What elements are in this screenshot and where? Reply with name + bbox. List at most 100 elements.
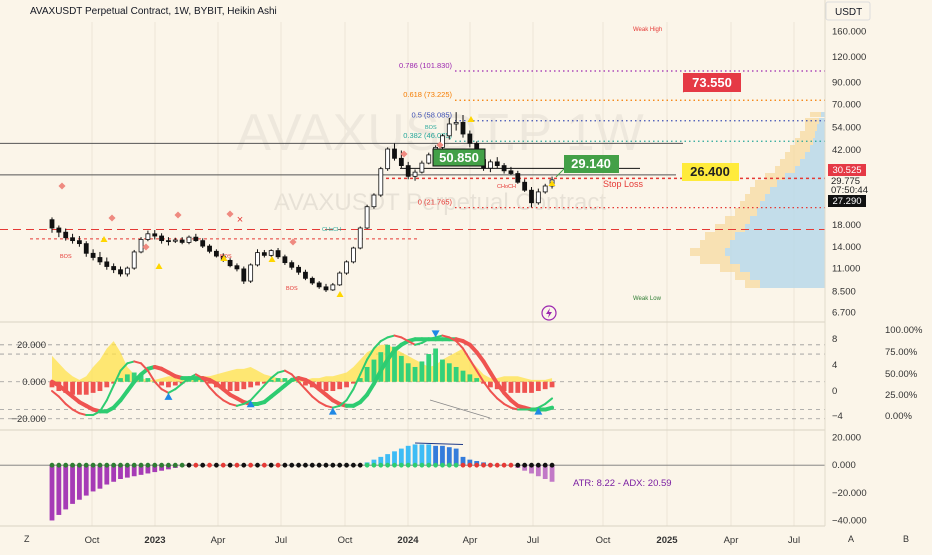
osc2-squeeze-dot <box>371 462 377 468</box>
osc2-squeeze-dot <box>275 462 281 468</box>
osc1-right-axis-label: 100.00% <box>885 325 923 336</box>
osc2-bar <box>412 444 418 466</box>
osc2-axis-label: 20.000 <box>832 433 861 444</box>
osc2-squeeze-dot <box>542 462 548 468</box>
osc1-left-axis-label: 0.000 <box>22 377 46 388</box>
osc1-hist-bar <box>227 381 233 392</box>
osc1-slow-wave <box>488 370 500 386</box>
candle <box>145 233 151 240</box>
osc1-fast-wave <box>277 369 286 374</box>
candle <box>207 245 212 252</box>
candle <box>535 191 541 204</box>
osc1-fast-wave <box>263 377 273 387</box>
osc2-squeeze-dot <box>83 462 89 468</box>
osc1-hist-bar <box>529 381 534 393</box>
volume-profile-bar-sell <box>780 159 800 166</box>
candle <box>124 267 130 275</box>
osc1-fast-wave <box>311 395 321 404</box>
osc1-hist-bar <box>220 381 226 390</box>
osc1-hist-bar <box>357 378 363 382</box>
fib-label: 0.382 (46.075) <box>403 131 452 140</box>
osc1-hist-bar <box>70 381 75 395</box>
time-axis-label: Oct <box>85 535 100 546</box>
osc1-hist-bar <box>282 378 288 382</box>
osc1-right-axis-label: 75.00% <box>885 347 918 358</box>
candle <box>501 165 507 172</box>
volume-profile-bar-buy <box>745 224 825 232</box>
time-axis-label: Apr <box>724 535 739 546</box>
lightning-icon[interactable] <box>541 305 557 321</box>
osc1-hist-bar <box>316 381 322 390</box>
candle <box>261 252 267 256</box>
price-axis-label: 42.000 <box>832 145 861 156</box>
volume-profile-bar-buy <box>735 232 825 240</box>
osc1-fast-wave <box>325 404 334 409</box>
osc1-fast-wave <box>174 382 184 391</box>
osc1-slow-wave <box>371 368 383 386</box>
osc2-bar <box>440 445 445 466</box>
candles <box>49 112 555 292</box>
osc2-squeeze-dot <box>426 462 432 468</box>
osc2-squeeze-dot <box>241 462 247 468</box>
osc1-hist-bar <box>398 355 404 382</box>
osc1-fast-wave <box>393 334 403 339</box>
volume-profile-bar-sell <box>795 138 813 145</box>
osc2-bar <box>97 465 103 489</box>
candle <box>227 259 233 267</box>
osc1-fast-wave <box>496 397 506 405</box>
signal-diamond <box>174 211 182 219</box>
candle <box>392 148 397 159</box>
osc1-fast-wave <box>140 362 149 372</box>
candle <box>494 161 500 166</box>
candle <box>131 251 137 269</box>
goto-date-button[interactable]: Z <box>24 534 30 544</box>
candle <box>542 185 548 193</box>
osc1-hist-bar <box>83 381 89 395</box>
osc2-squeeze-dot <box>159 462 165 468</box>
candle <box>426 154 432 164</box>
price-tag-red: 30.525 <box>828 164 866 176</box>
osc1-hist-bar <box>200 379 206 382</box>
osc2-bar <box>398 448 404 466</box>
osc1-hist-bar <box>124 374 130 382</box>
currency-button[interactable]: USDT <box>825 1 871 21</box>
osc1-right-axis-label: 50.00% <box>885 369 918 380</box>
choch-label: CHoCH <box>322 227 341 233</box>
osc2-squeeze-dot <box>77 462 82 468</box>
osc2-bar <box>124 465 130 478</box>
osc2-bar <box>118 465 123 479</box>
signal-diamond <box>436 141 444 149</box>
osc2-bar <box>83 465 89 496</box>
candle <box>398 157 404 166</box>
candle <box>118 269 123 275</box>
osc2-bar <box>460 456 466 466</box>
auto-scale-button[interactable]: A <box>848 534 854 544</box>
osc2-bar <box>535 465 541 477</box>
price-axis-label: 14.000 <box>832 242 861 253</box>
oscillator-pane-2 <box>0 442 825 521</box>
volume-profile-bar-buy <box>757 208 825 216</box>
osc2-squeeze-dot <box>316 462 322 468</box>
candle <box>364 206 370 229</box>
osc1-fast-wave <box>98 399 108 413</box>
osc1-signal-marker <box>328 407 337 415</box>
osc1-fast-wave <box>249 391 259 402</box>
price-tag-current-label: 29.775 <box>831 176 860 187</box>
osc1-hist-bar <box>446 363 452 382</box>
osc1-fast-wave <box>215 393 225 402</box>
candle <box>193 236 199 242</box>
osc1-hist-bar <box>522 381 528 393</box>
candle <box>303 271 308 279</box>
osc2-bar <box>453 448 459 466</box>
osc1-fast-wave <box>105 384 115 402</box>
log-scale-button[interactable]: B <box>903 534 909 544</box>
volume-profile-bar-sell <box>700 240 730 248</box>
volume-profile-bar-buy <box>800 159 825 166</box>
price-axis[interactable]: 160.000 120.000 90.000 70.000 54.000 42.000 18… <box>832 27 866 319</box>
osc1-fast-wave <box>235 402 245 407</box>
osc2-squeeze-dot <box>330 462 336 468</box>
candle <box>337 272 343 286</box>
osc2-squeeze-dot <box>63 462 69 468</box>
osc2-squeeze-dot <box>138 462 144 468</box>
signal-diamond <box>226 210 234 218</box>
